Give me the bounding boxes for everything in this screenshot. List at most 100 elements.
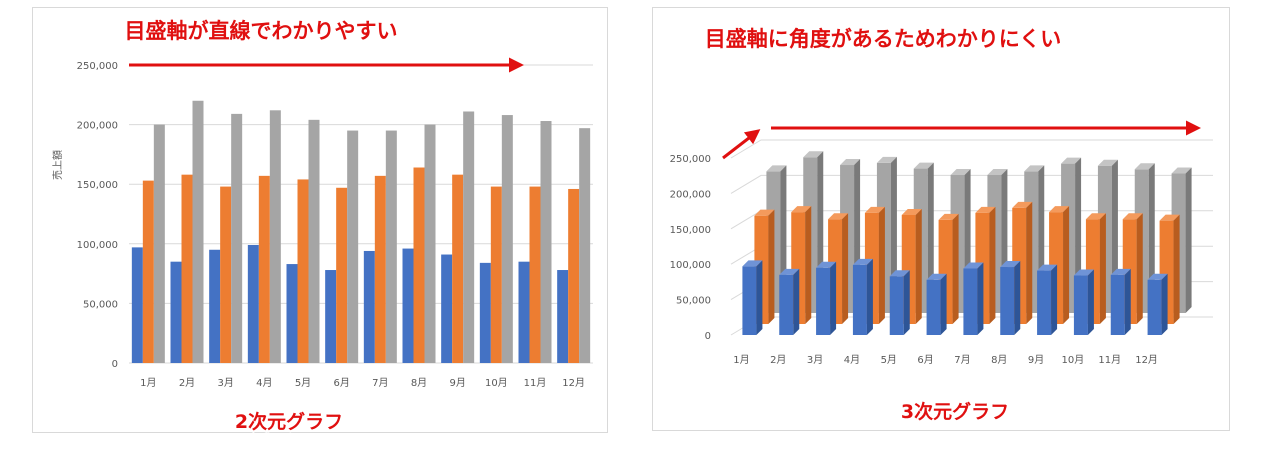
bar-side	[977, 262, 984, 335]
x-tick-label: 4月	[844, 354, 860, 366]
bar-side	[1173, 214, 1180, 324]
bar-side	[940, 273, 947, 335]
bar	[231, 113, 243, 363]
x-tick-label: 6月	[917, 354, 933, 366]
bar	[779, 274, 794, 335]
x-tick-label: 1月	[733, 354, 749, 366]
bar	[518, 261, 530, 363]
y-tick-label: 200,000	[670, 189, 711, 200]
bar-top	[791, 206, 812, 213]
bar	[247, 244, 259, 363]
bar	[336, 187, 348, 363]
bar-side	[830, 261, 837, 335]
bar	[131, 247, 143, 363]
bar-top	[913, 162, 934, 169]
bar	[347, 130, 359, 363]
bar	[926, 279, 941, 335]
chart-2d: 0 50,000 100,000 150,000 200,000 250,000 売上額 1月…	[51, 17, 593, 435]
bar	[402, 248, 414, 363]
x-tick-label: 3月	[217, 377, 233, 389]
y-tick-label: 0	[705, 331, 711, 342]
y-tick-label: 250,000	[77, 61, 118, 72]
bar-top	[1134, 163, 1155, 170]
x-tick-label: 9月	[1028, 354, 1044, 366]
x-tick-label: 6月	[333, 377, 349, 389]
bar-side	[989, 206, 996, 324]
bar	[153, 124, 165, 363]
bar	[963, 268, 978, 335]
x-tick-label: 3月	[807, 354, 823, 366]
bar	[413, 167, 425, 363]
bar	[209, 249, 221, 363]
x-tick-label: 12月	[562, 377, 585, 389]
bar-side	[768, 209, 775, 324]
chart-3d: 0 50,000 100,000 150,000 200,000 250,000 1月 2月 3…	[670, 25, 1213, 425]
y-tick-label: 100,000	[670, 260, 711, 271]
bar-side	[1026, 201, 1033, 324]
bar-top	[876, 156, 897, 163]
bar	[742, 266, 757, 335]
bar	[269, 110, 281, 364]
bar-top	[1097, 159, 1118, 166]
y-tick-label: 100,000	[77, 240, 118, 251]
bar	[220, 186, 232, 363]
bar-top	[1049, 206, 1070, 213]
x-tick-label: 7月	[372, 377, 388, 389]
bar-top	[938, 213, 959, 220]
bar-side	[915, 208, 922, 324]
bar	[325, 270, 337, 363]
bar	[540, 121, 552, 363]
bar-top	[1061, 157, 1082, 164]
bar-top	[1012, 201, 1033, 208]
gridline	[730, 139, 1213, 159]
x-tick-label: 5月	[881, 354, 897, 366]
annotation-text: 目盛軸が直線でわかりやすい	[125, 19, 398, 43]
bar	[452, 174, 464, 363]
bar-top	[754, 209, 775, 216]
bar	[1147, 279, 1162, 335]
bar-top	[1000, 261, 1021, 268]
bar-top	[766, 165, 787, 172]
bar-top	[1073, 269, 1094, 276]
bar-top	[852, 258, 873, 265]
bar-side	[756, 260, 763, 335]
bar-side	[1051, 264, 1058, 335]
bar-top	[1037, 264, 1058, 271]
bar	[501, 115, 513, 364]
bar	[170, 261, 182, 363]
bar	[258, 175, 270, 363]
bar-top	[901, 208, 922, 215]
bar-top	[1147, 273, 1168, 280]
bar	[557, 270, 569, 363]
x-tick-label: 11月	[524, 377, 547, 389]
y-axis-label: 売上額	[51, 150, 64, 180]
y-tick-label: 0	[112, 359, 118, 370]
x-tick-label: 9月	[449, 377, 465, 389]
bar	[1037, 270, 1052, 335]
bar-top	[864, 206, 885, 213]
bar-side	[793, 268, 800, 335]
bar-top	[1122, 213, 1143, 220]
bar-side	[805, 206, 812, 324]
bar-top	[975, 206, 996, 213]
chart-caption: 2次元グラフ	[235, 410, 343, 433]
bar	[363, 250, 375, 363]
bar-top	[816, 261, 837, 268]
x-tick-label: 2月	[770, 354, 786, 366]
bar	[385, 130, 397, 363]
chart-caption: 3次元グラフ	[901, 400, 1009, 423]
y-tick-label: 50,000	[83, 299, 118, 310]
bar	[192, 100, 204, 363]
bar	[1000, 267, 1015, 335]
bar	[889, 276, 904, 335]
bar	[479, 262, 491, 363]
bar	[142, 180, 154, 363]
x-tick-label: 10月	[485, 377, 508, 389]
bar-side	[1124, 268, 1131, 335]
x-tick-label: 12月	[1135, 354, 1158, 366]
bar-side	[1185, 167, 1192, 313]
bar	[297, 179, 309, 363]
bar-side	[1014, 261, 1021, 335]
y-tick-label: 50,000	[676, 296, 711, 307]
bar-side	[903, 270, 910, 335]
